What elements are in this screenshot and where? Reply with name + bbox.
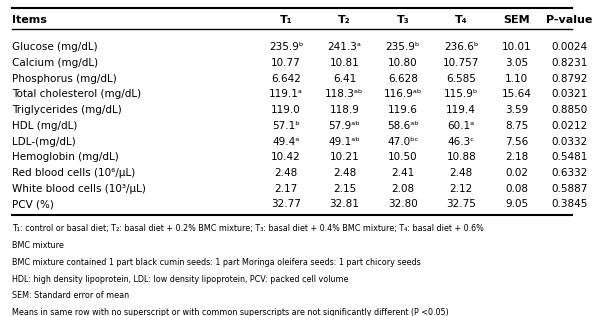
Text: 3.05: 3.05 [505,58,528,68]
Text: 235.9ᵇ: 235.9ᵇ [269,42,303,52]
Text: 57.1ᵇ: 57.1ᵇ [272,121,300,131]
Text: BMC mixture: BMC mixture [11,241,64,250]
Text: Red blood cells (10⁶/μL): Red blood cells (10⁶/μL) [11,168,135,178]
Text: 0.8231: 0.8231 [551,58,587,68]
Text: 0.5481: 0.5481 [551,152,587,162]
Text: HDL (mg/dL): HDL (mg/dL) [11,121,77,131]
Text: 119.4: 119.4 [446,105,476,115]
Text: 10.80: 10.80 [388,58,418,68]
Text: BMC mixture contained 1 part black cumin seeds: 1 part Moringa oleifera seeds: 1: BMC mixture contained 1 part black cumin… [11,258,421,267]
Text: 0.5887: 0.5887 [551,184,587,194]
Text: 2.18: 2.18 [505,152,529,162]
Text: SEM: SEM [503,15,530,25]
Text: Hemoglobin (mg/dL): Hemoglobin (mg/dL) [11,152,118,162]
Text: 60.1ᵃ: 60.1ᵃ [448,121,475,131]
Text: 2.12: 2.12 [449,184,473,194]
Text: Total cholesterol (mg/dL): Total cholesterol (mg/dL) [11,89,141,100]
Text: 2.41: 2.41 [391,168,415,178]
Text: 6.642: 6.642 [271,74,301,84]
Text: 47.0ᵇᶜ: 47.0ᵇᶜ [387,137,419,147]
Text: 2.48: 2.48 [449,168,473,178]
Text: 49.4ᵃ: 49.4ᵃ [272,137,299,147]
Text: Means in same row with no superscript or with common superscripts are not signif: Means in same row with no superscript or… [11,308,448,316]
Text: SEM: Standard error of mean: SEM: Standard error of mean [11,291,129,300]
Text: 0.0321: 0.0321 [551,89,587,100]
Text: 0.8850: 0.8850 [551,105,587,115]
Text: 32.77: 32.77 [271,199,301,210]
Text: 32.75: 32.75 [446,199,476,210]
Text: 236.6ᵇ: 236.6ᵇ [444,42,478,52]
Text: Glucose (mg/dL): Glucose (mg/dL) [11,42,97,52]
Text: 32.81: 32.81 [329,199,359,210]
Text: 118.3ᵃᵇ: 118.3ᵃᵇ [325,89,364,100]
Text: T₁: T₁ [280,15,292,25]
Text: 10.42: 10.42 [271,152,301,162]
Text: 10.757: 10.757 [443,58,479,68]
Text: PCV (%): PCV (%) [11,199,53,210]
Text: 10.01: 10.01 [502,42,532,52]
Text: 10.88: 10.88 [446,152,476,162]
Text: HDL: high density lipoprotein, LDL: low density lipoprotein, PCV: packed cell vo: HDL: high density lipoprotein, LDL: low … [11,275,348,283]
Text: 0.0024: 0.0024 [551,42,587,52]
Text: 0.08: 0.08 [505,184,528,194]
Text: 58.6ᵃᵇ: 58.6ᵃᵇ [387,121,419,131]
Text: 2.17: 2.17 [274,184,298,194]
Text: 8.75: 8.75 [505,121,529,131]
Text: 6.628: 6.628 [388,74,418,84]
Text: 0.0332: 0.0332 [551,137,587,147]
Text: Triglycerides (mg/dL): Triglycerides (mg/dL) [11,105,121,115]
Text: 7.56: 7.56 [505,137,529,147]
Text: 119.1ᵃ: 119.1ᵃ [269,89,303,100]
Text: 32.80: 32.80 [388,199,418,210]
Text: 2.08: 2.08 [391,184,415,194]
Text: 9.05: 9.05 [505,199,528,210]
Text: 2.48: 2.48 [333,168,356,178]
Text: 10.77: 10.77 [271,58,301,68]
Text: 46.3ᶜ: 46.3ᶜ [448,137,475,147]
Text: 0.3845: 0.3845 [551,199,587,210]
Text: 1.10: 1.10 [505,74,528,84]
Text: 0.8792: 0.8792 [551,74,587,84]
Text: Items: Items [11,15,47,25]
Text: 6.41: 6.41 [333,74,356,84]
Text: 49.1ᵃᵇ: 49.1ᵃᵇ [329,137,361,147]
Text: 6.585: 6.585 [446,74,476,84]
Text: Phosphorus (mg/dL): Phosphorus (mg/dL) [11,74,116,84]
Text: 0.6332: 0.6332 [551,168,587,178]
Text: 241.3ᵃ: 241.3ᵃ [328,42,361,52]
Text: T₃: T₃ [397,15,409,25]
Text: Calcium (mg/dL): Calcium (mg/dL) [11,58,98,68]
Text: 116.9ᵃᵇ: 116.9ᵃᵇ [383,89,422,100]
Text: 2.15: 2.15 [333,184,356,194]
Text: 119.0: 119.0 [271,105,301,115]
Text: 57.9ᵃᵇ: 57.9ᵃᵇ [329,121,361,131]
Text: 10.50: 10.50 [388,152,418,162]
Text: White blood cells (10³/μL): White blood cells (10³/μL) [11,184,146,194]
Text: T₂: T₂ [338,15,351,25]
Text: 10.81: 10.81 [329,58,359,68]
Text: T₁: control or basal diet; T₂: basal diet + 0.2% BMC mixture; T₃: basal diet + 0: T₁: control or basal diet; T₂: basal die… [11,224,484,234]
Text: 2.48: 2.48 [274,168,298,178]
Text: 235.9ᵇ: 235.9ᵇ [386,42,420,52]
Text: 118.9: 118.9 [329,105,359,115]
Text: T₄: T₄ [455,15,467,25]
Text: 0.02: 0.02 [505,168,528,178]
Text: 15.64: 15.64 [502,89,532,100]
Text: 0.0212: 0.0212 [551,121,587,131]
Text: LDL-(mg/dL): LDL-(mg/dL) [11,137,76,147]
Text: 10.21: 10.21 [329,152,359,162]
Text: P-value: P-value [546,15,592,25]
Text: 119.6: 119.6 [388,105,418,115]
Text: 115.9ᵇ: 115.9ᵇ [444,89,478,100]
Text: 3.59: 3.59 [505,105,529,115]
